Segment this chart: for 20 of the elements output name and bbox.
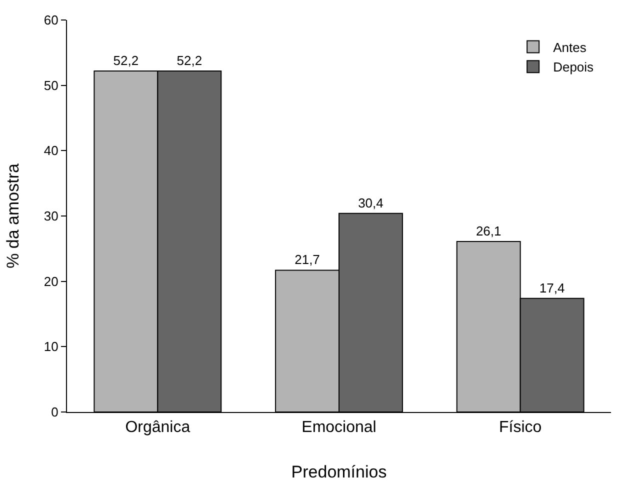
y-tick-label: 10	[44, 339, 58, 354]
y-tick-label: 50	[44, 78, 58, 93]
x-tick-label: Orgânica	[125, 419, 190, 436]
x-axis-title: Predomínios	[291, 462, 387, 482]
data-label: 26,1	[476, 223, 502, 238]
data-label: 30,4	[358, 195, 384, 210]
y-tick-label: 0	[51, 404, 58, 420]
y-axis-title: % da amostra	[3, 163, 22, 268]
legend-label: Antes	[553, 40, 587, 55]
data-label: 52,2	[113, 52, 139, 68]
data-label: 52,2	[176, 52, 202, 68]
x-tick-label: Físico	[498, 419, 542, 436]
y-tick-label: 40	[44, 143, 58, 158]
data-label: 21,7	[294, 252, 320, 268]
y-tick-label: 20	[44, 274, 58, 289]
legend-label: Depois	[553, 60, 594, 75]
x-tick-label: Emocional	[302, 419, 376, 436]
y-tick-label: 30	[44, 208, 58, 224]
y-tick-label: 60	[44, 12, 58, 28]
data-label: 17,4	[539, 280, 565, 296]
